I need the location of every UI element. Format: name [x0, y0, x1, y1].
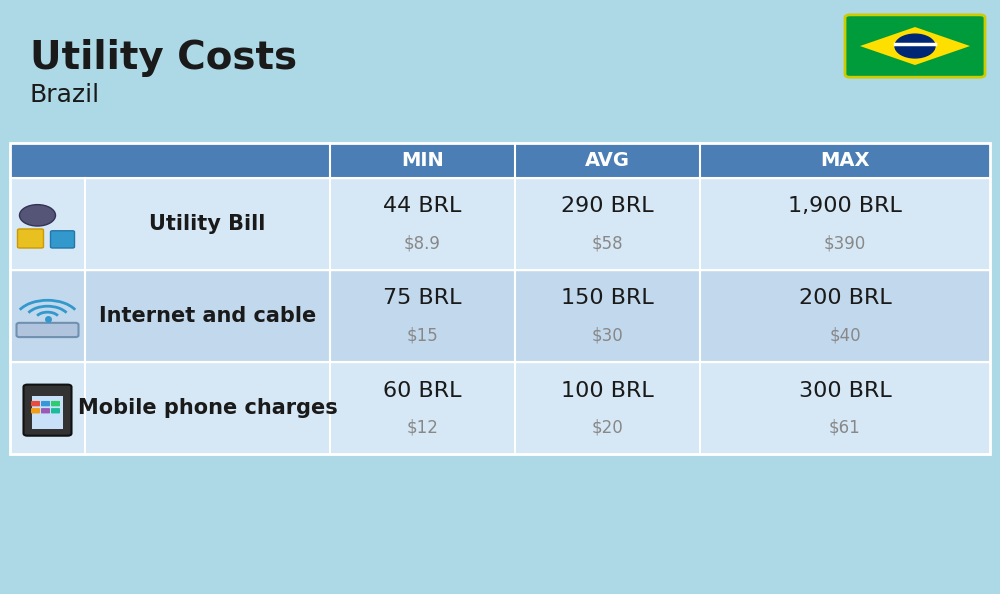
Text: AVG: AVG	[585, 151, 630, 170]
FancyBboxPatch shape	[845, 15, 985, 77]
FancyBboxPatch shape	[50, 230, 74, 248]
Text: 200 BRL: 200 BRL	[799, 289, 891, 308]
FancyBboxPatch shape	[41, 408, 50, 413]
Text: Mobile phone charges: Mobile phone charges	[78, 399, 337, 418]
Text: 300 BRL: 300 BRL	[799, 381, 891, 400]
FancyBboxPatch shape	[32, 397, 62, 429]
FancyBboxPatch shape	[41, 401, 50, 406]
FancyBboxPatch shape	[51, 408, 60, 413]
FancyBboxPatch shape	[31, 408, 40, 413]
Text: $8.9: $8.9	[404, 234, 441, 252]
Text: Utility Costs: Utility Costs	[30, 39, 297, 77]
Text: 290 BRL: 290 BRL	[561, 197, 654, 216]
Text: $12: $12	[407, 418, 438, 437]
Text: $30: $30	[592, 326, 623, 345]
Circle shape	[20, 204, 56, 226]
Text: $20: $20	[592, 418, 623, 437]
FancyBboxPatch shape	[10, 143, 990, 178]
Text: MIN: MIN	[401, 151, 444, 170]
Text: Brazil: Brazil	[30, 83, 100, 107]
Text: 150 BRL: 150 BRL	[561, 289, 654, 308]
FancyBboxPatch shape	[10, 270, 990, 362]
Text: 75 BRL: 75 BRL	[383, 289, 462, 308]
Text: $40: $40	[829, 326, 861, 345]
FancyBboxPatch shape	[51, 401, 60, 406]
FancyBboxPatch shape	[31, 401, 40, 406]
Text: 100 BRL: 100 BRL	[561, 381, 654, 400]
Text: $61: $61	[829, 418, 861, 437]
Text: $58: $58	[592, 234, 623, 252]
Text: MAX: MAX	[820, 151, 870, 170]
Text: 44 BRL: 44 BRL	[383, 197, 462, 216]
Text: 1,900 BRL: 1,900 BRL	[788, 197, 902, 216]
FancyBboxPatch shape	[17, 229, 44, 248]
FancyBboxPatch shape	[23, 385, 72, 436]
FancyBboxPatch shape	[10, 178, 990, 270]
Text: 60 BRL: 60 BRL	[383, 381, 462, 400]
FancyBboxPatch shape	[16, 323, 78, 337]
Text: $390: $390	[824, 234, 866, 252]
Text: Utility Bill: Utility Bill	[149, 214, 266, 234]
Text: Internet and cable: Internet and cable	[99, 307, 316, 326]
FancyBboxPatch shape	[10, 362, 990, 454]
Circle shape	[895, 34, 935, 58]
Text: $15: $15	[407, 326, 438, 345]
Polygon shape	[860, 27, 970, 65]
